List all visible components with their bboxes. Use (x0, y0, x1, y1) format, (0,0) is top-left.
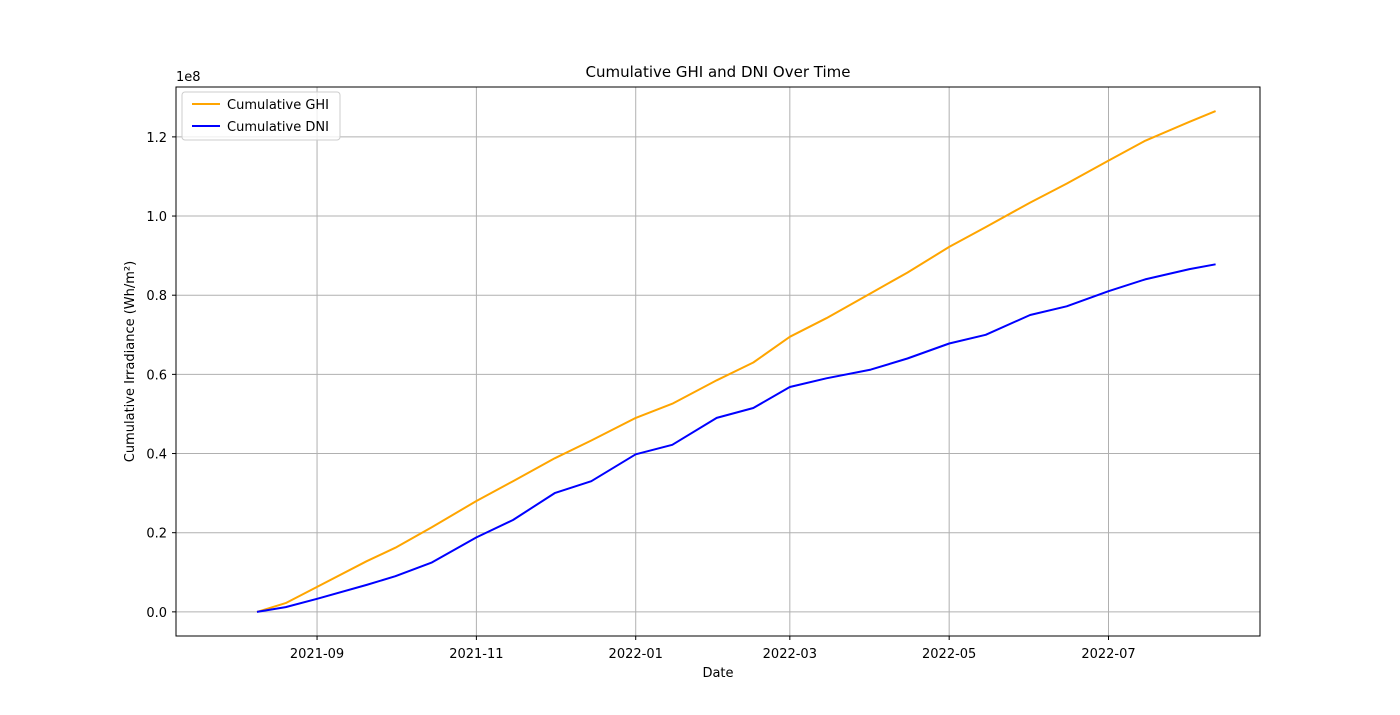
legend-label: Cumulative GHI (227, 98, 329, 113)
legend: Cumulative GHI Cumulative DNI (181, 91, 341, 141)
legend-label: Cumulative DNI (227, 120, 329, 135)
series-line-dni (256, 263, 1216, 613)
plot-area-frame (175, 86, 1261, 637)
grid (176, 87, 1260, 636)
x-axis-label: Date (702, 666, 733, 681)
series-line-ghi (256, 110, 1216, 613)
y-tick-label: 1.2 (146, 131, 167, 146)
y-axis-multiplier: 1e8 (176, 70, 201, 85)
x-tick-label: 2022-07 (1081, 647, 1135, 662)
x-tick-label: 2022-01 (609, 647, 663, 662)
x-tick-label: 2022-05 (922, 647, 976, 662)
legend-box (181, 91, 341, 141)
y-tick-label: 0.6 (146, 368, 167, 383)
chart-title: Cumulative GHI and DNI Over Time (586, 63, 851, 81)
y-axis-label: Cumulative Irradiance (Wh/m²) (123, 261, 138, 462)
y-tick-label: 0.4 (146, 448, 167, 463)
y-tick-label: 1.0 (146, 210, 167, 225)
y-tick-label: 0.2 (146, 527, 167, 542)
x-tick-label: 2021-11 (449, 647, 503, 662)
y-tick-label: 0.8 (146, 289, 167, 304)
x-tick-label: 2021-09 (290, 647, 344, 662)
series-lines (256, 110, 1216, 613)
x-tick-label: 2022-03 (763, 647, 817, 662)
axis-ticks: 2021-09 2021-11 2022-01 2022-03 2022-05 2022-… (146, 131, 1135, 662)
y-tick-label: 0.0 (146, 606, 167, 621)
